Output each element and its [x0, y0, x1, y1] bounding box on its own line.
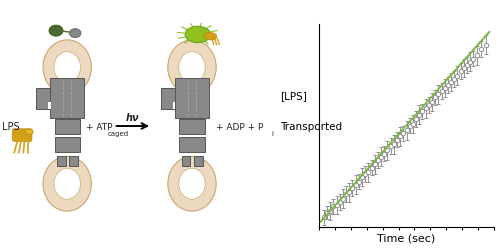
- FancyBboxPatch shape: [36, 89, 50, 110]
- Ellipse shape: [54, 169, 80, 200]
- Text: hν: hν: [126, 112, 139, 122]
- Text: Transported: Transported: [280, 121, 342, 131]
- Ellipse shape: [43, 157, 92, 211]
- FancyBboxPatch shape: [57, 156, 66, 167]
- FancyBboxPatch shape: [180, 138, 204, 152]
- Ellipse shape: [204, 34, 217, 41]
- Ellipse shape: [43, 41, 92, 95]
- FancyBboxPatch shape: [54, 138, 80, 152]
- Text: [LPS]: [LPS]: [280, 91, 307, 101]
- Ellipse shape: [179, 52, 205, 83]
- Text: + ADP + P: + ADP + P: [216, 122, 264, 131]
- FancyBboxPatch shape: [48, 102, 50, 110]
- FancyBboxPatch shape: [12, 129, 32, 142]
- Text: + ATP: + ATP: [86, 122, 113, 131]
- FancyBboxPatch shape: [161, 89, 174, 110]
- FancyBboxPatch shape: [173, 102, 176, 110]
- Ellipse shape: [25, 130, 33, 135]
- FancyBboxPatch shape: [50, 79, 84, 119]
- FancyBboxPatch shape: [69, 156, 78, 167]
- X-axis label: Time (sec): Time (sec): [378, 233, 436, 243]
- FancyBboxPatch shape: [182, 156, 190, 167]
- Text: caged: caged: [107, 131, 128, 137]
- Circle shape: [49, 26, 63, 37]
- Ellipse shape: [179, 169, 205, 200]
- Ellipse shape: [168, 41, 216, 95]
- Ellipse shape: [168, 157, 216, 211]
- Circle shape: [70, 29, 81, 39]
- FancyBboxPatch shape: [174, 79, 210, 119]
- FancyBboxPatch shape: [180, 120, 204, 134]
- FancyBboxPatch shape: [194, 156, 202, 167]
- Text: LPS: LPS: [2, 121, 19, 132]
- Ellipse shape: [185, 27, 210, 43]
- FancyBboxPatch shape: [54, 120, 80, 134]
- Text: i: i: [271, 131, 273, 137]
- Ellipse shape: [54, 52, 80, 83]
